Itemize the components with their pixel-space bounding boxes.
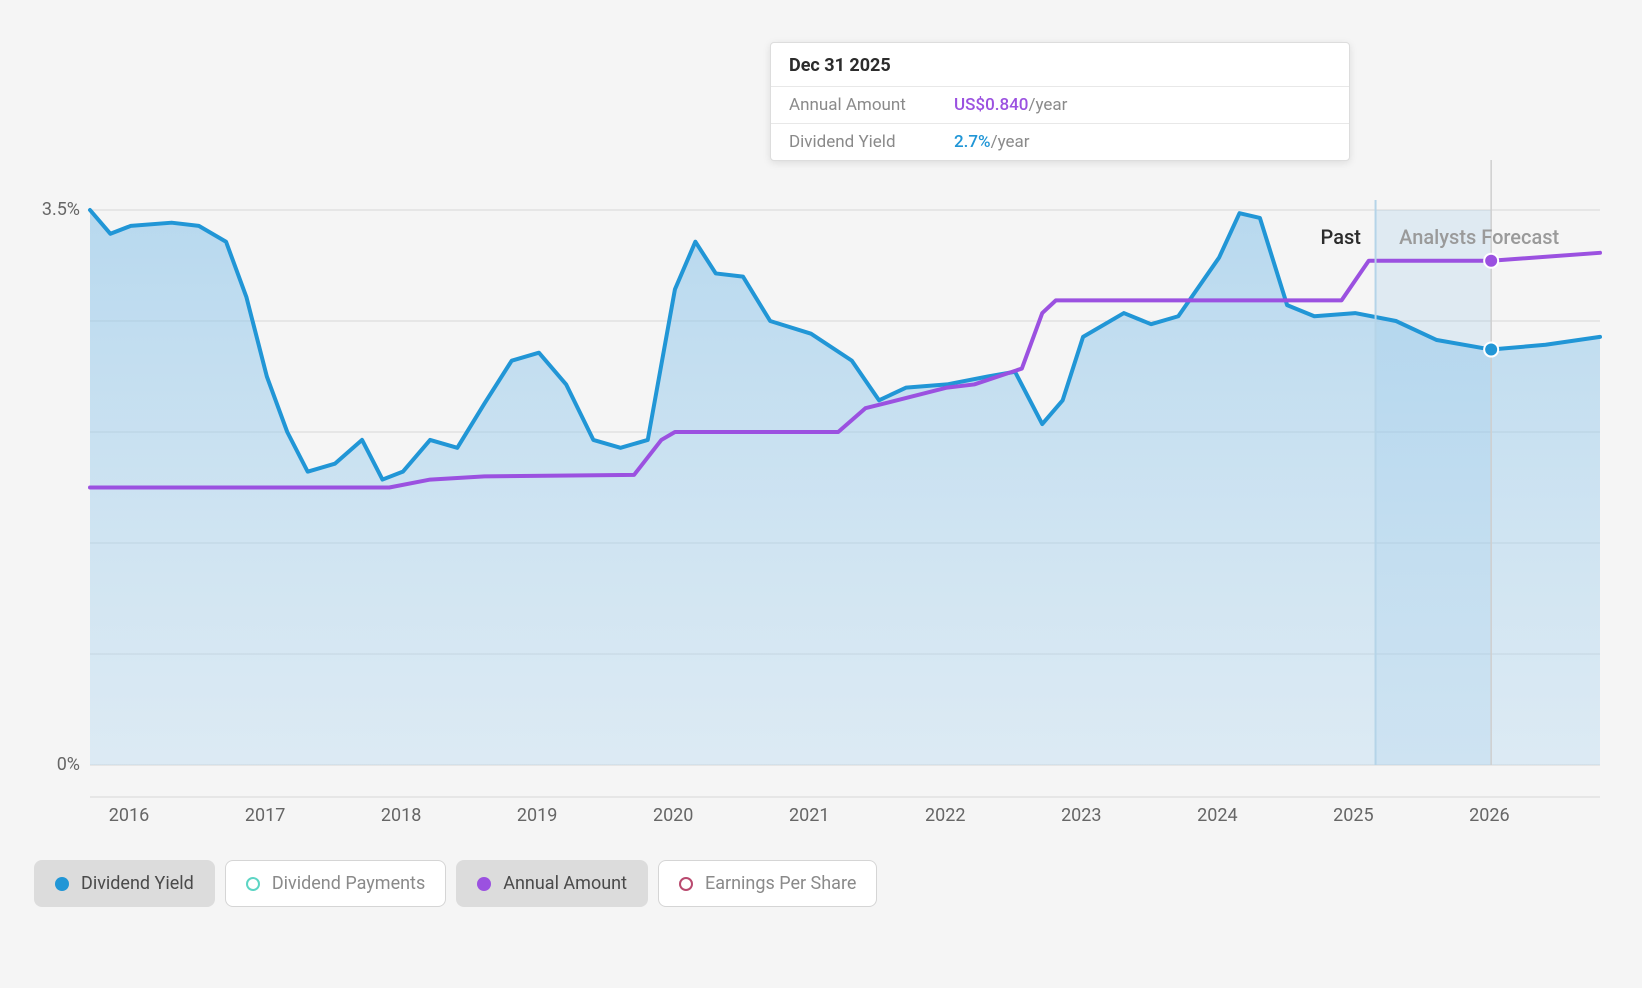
tooltip-row-label: Dividend Yield [789, 132, 954, 152]
x-axis-label: 2020 [653, 805, 693, 826]
tooltip-row: Dividend Yield2.7%/year [771, 124, 1349, 160]
legend-item-label: Annual Amount [503, 873, 627, 894]
tooltip-row: Annual AmountUS$0.840/year [771, 87, 1349, 124]
x-axis-label: 2019 [517, 805, 557, 826]
x-axis-label: 2016 [109, 805, 149, 826]
x-axis-label: 2025 [1333, 805, 1373, 826]
x-axis-label: 2024 [1197, 805, 1237, 826]
x-axis-label: 2021 [789, 805, 829, 826]
legend-marker-icon [55, 877, 69, 891]
forecast-region-label: Analysts Forecast [1399, 225, 1559, 249]
legend-item-dividend-payments[interactable]: Dividend Payments [225, 860, 446, 907]
tooltip-row-label: Annual Amount [789, 95, 954, 115]
tooltip-row-value: US$0.840/year [954, 95, 1067, 115]
legend-item-earnings-per-share[interactable]: Earnings Per Share [658, 860, 877, 907]
y-axis-label: 0% [57, 754, 80, 775]
legend-marker-icon [679, 877, 693, 891]
past-region-label: Past [1321, 225, 1361, 249]
tooltip-date: Dec 31 2025 [771, 43, 1349, 87]
x-axis-label: 2026 [1469, 805, 1509, 826]
x-axis-label: 2022 [925, 805, 965, 826]
legend-item-label: Dividend Yield [81, 873, 194, 894]
legend-item-annual-amount[interactable]: Annual Amount [456, 860, 648, 907]
x-axis-label: 2017 [245, 805, 285, 826]
legend-item-label: Earnings Per Share [705, 873, 856, 894]
tooltip-row-value: 2.7%/year [954, 132, 1030, 152]
chart-tooltip: Dec 31 2025 Annual AmountUS$0.840/yearDi… [770, 42, 1350, 161]
y-axis-label: 3.5% [42, 199, 80, 220]
chart-legend: Dividend Yield Dividend Payments Annual Am… [34, 860, 877, 907]
legend-item-label: Dividend Payments [272, 873, 425, 894]
x-axis-label: 2018 [381, 805, 421, 826]
legend-item-dividend-yield[interactable]: Dividend Yield [34, 860, 215, 907]
legend-marker-icon [477, 877, 491, 891]
x-axis-label: 2023 [1061, 805, 1101, 826]
legend-marker-icon [246, 877, 260, 891]
